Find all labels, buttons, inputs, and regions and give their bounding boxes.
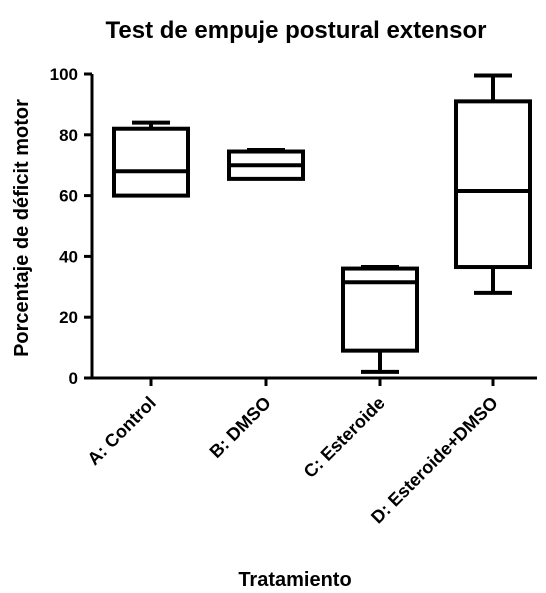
y-tick-label: 100 xyxy=(50,65,78,84)
y-tick-label: 0 xyxy=(69,369,78,388)
y-tick-label: 40 xyxy=(59,247,78,266)
box-plot xyxy=(341,265,419,374)
box-plot xyxy=(227,148,305,181)
y-axis: 0 20 40 60 80 100 xyxy=(50,65,94,388)
plot-area xyxy=(112,73,532,374)
y-tick-label: 20 xyxy=(59,308,78,327)
y-axis-label: Porcentaje de déficit motor xyxy=(11,99,33,357)
x-tick-label: B: DMSO xyxy=(206,393,275,462)
x-tick-label: D: Esteroide+DMSO xyxy=(367,393,502,528)
y-tick-label: 60 xyxy=(59,187,78,206)
box-plot xyxy=(454,73,532,295)
x-tick-label: A: Control xyxy=(83,393,159,469)
box-plot xyxy=(112,120,190,198)
x-axis-label: Tratamiento xyxy=(238,569,351,591)
x-tick-label: C: Esteroide xyxy=(300,393,389,482)
box xyxy=(112,126,190,198)
chart-title: Test de empuje postural extensor xyxy=(106,17,487,44)
box xyxy=(454,99,532,270)
y-tick-label: 80 xyxy=(59,126,78,145)
